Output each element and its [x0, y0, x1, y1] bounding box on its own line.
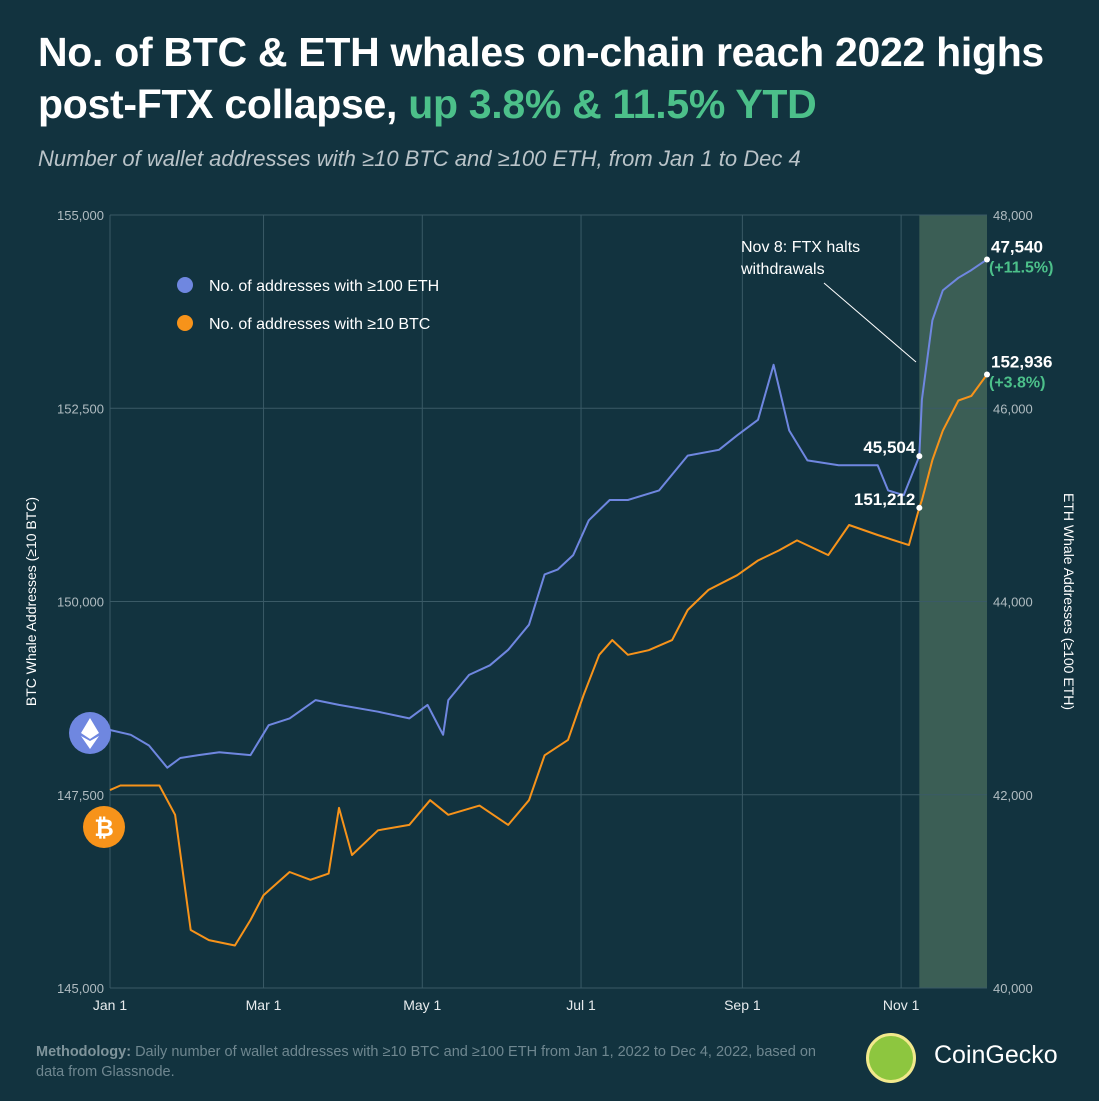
- change-label: (+3.8%): [989, 375, 1045, 392]
- methodology-text: Daily number of wallet addresses with ≥1…: [36, 1044, 816, 1080]
- legend-marker: [177, 315, 193, 331]
- btc-series-line: [109, 373, 988, 947]
- data-label: 151,212: [854, 490, 915, 509]
- bitcoin-icon: [83, 806, 125, 848]
- y-axis-label-right: ETH Whale Addresses (≥100 ETH): [1061, 493, 1077, 710]
- y-tick-right: 46,000: [993, 401, 1033, 416]
- data-point-marker: [984, 371, 990, 378]
- y-tick-right: 44,000: [993, 595, 1033, 610]
- methodology-note: Methodology: Daily number of wallet addr…: [36, 1042, 816, 1082]
- brand-name: CoinGecko: [934, 1041, 1058, 1069]
- title-highlight: up 3.8% & 11.5% YTD: [408, 81, 817, 127]
- y-tick-left: 145,000: [57, 981, 104, 996]
- data-label: 152,936: [991, 353, 1052, 372]
- data-label: 45,504: [863, 438, 916, 457]
- y-tick-right: 48,000: [993, 208, 1033, 223]
- bitcoin-glyph: ₿: [94, 815, 114, 842]
- data-label: 47,540: [991, 237, 1043, 256]
- data-point-marker: [916, 453, 923, 460]
- legend-marker: [177, 277, 193, 293]
- title-main: No. of BTC & ETH whales on-chain reach 2…: [38, 29, 1044, 127]
- eth-series-line: [109, 258, 988, 769]
- coingecko-logo-icon: [866, 1033, 916, 1083]
- y-tick-left: 150,000: [57, 595, 104, 610]
- y-tick-left: 147,500: [57, 788, 104, 803]
- legend-label: No. of addresses with ≥100 ETH: [209, 278, 439, 295]
- annotation-text: Nov 8: FTX halts: [741, 239, 860, 256]
- chart-title: No. of BTC & ETH whales on-chain reach 2…: [38, 26, 1078, 130]
- y-axis-label-left: BTC Whale Addresses (≥10 BTC): [23, 497, 39, 706]
- x-tick-label: Jan 1: [93, 997, 127, 1013]
- y-tick-left: 155,000: [57, 208, 104, 223]
- data-point-marker: [984, 256, 990, 263]
- annotation-text: withdrawals: [740, 261, 825, 278]
- y-tick-left: 152,500: [57, 401, 104, 416]
- x-tick-label: Sep 1: [724, 997, 761, 1013]
- change-label: (+11.5%): [989, 259, 1053, 276]
- y-tick-right: 42,000: [993, 788, 1033, 803]
- legend-label: No. of addresses with ≥10 BTC: [209, 316, 430, 333]
- x-tick-label: May 1: [403, 997, 441, 1013]
- ethereum-glyph: [81, 718, 99, 749]
- annotation-leader-line: [823, 282, 917, 363]
- x-tick-label: Jul 1: [566, 997, 596, 1013]
- chart-subtitle: Number of wallet addresses with ≥10 BTC …: [38, 146, 801, 171]
- x-tick-label: Mar 1: [246, 997, 282, 1013]
- x-tick-label: Nov 1: [883, 997, 920, 1013]
- methodology-label: Methodology:: [36, 1044, 132, 1060]
- data-point-marker: [916, 504, 923, 511]
- y-tick-right: 40,000: [993, 981, 1033, 996]
